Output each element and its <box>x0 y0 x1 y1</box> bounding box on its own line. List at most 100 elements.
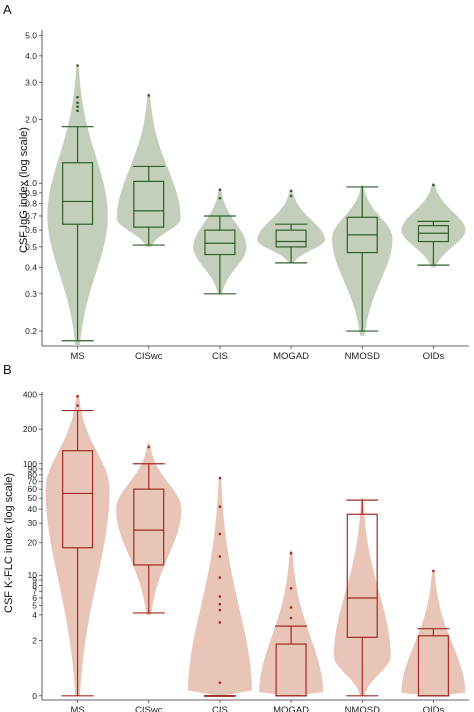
iqr-box <box>133 488 165 566</box>
iqr-box <box>133 180 165 228</box>
boxplot-oids <box>417 569 450 697</box>
outlier-point <box>76 109 79 113</box>
panel-a-x-ticks: MS CISwc CIS MOGAD NMOSD OIDs <box>70 346 444 362</box>
y-tick-label: 80 <box>28 470 38 480</box>
panel-b-violins <box>45 394 466 696</box>
y-tick-label: 5 <box>32 601 37 611</box>
outlier-point <box>218 476 222 480</box>
y-tick-label: 6 <box>32 593 37 603</box>
boxplot-cis <box>203 188 236 295</box>
y-tick-label: 4 <box>32 610 37 620</box>
violin-ms <box>45 394 110 696</box>
x-tick-label: CIS <box>212 351 228 362</box>
y-tick-label: 1.0 <box>25 178 37 188</box>
outlier-point <box>289 552 293 555</box>
x-tick-label: OIDs <box>423 351 445 362</box>
boxplot-nmosd <box>346 186 379 332</box>
boxplot-mogad <box>275 189 308 264</box>
y-tick-label: 0.6 <box>25 225 37 235</box>
y-tick-label: 50 <box>28 493 38 503</box>
boxplot-ciswc <box>132 94 165 246</box>
panel-a-y-ticks: 0.2 0.3 0.4 0.5 0.6 0.7 0.80.91.0 2.0 3.0 4.0 5.0 <box>25 30 42 336</box>
outlier-point <box>218 505 222 509</box>
violin-ciswc <box>116 443 182 615</box>
outlier-point <box>76 404 79 407</box>
outlier-point <box>76 64 79 67</box>
outlier-point <box>76 395 79 398</box>
y-tick-label: 0.2 <box>25 326 37 336</box>
x-tick-label: CIS <box>212 705 228 712</box>
y-tick-label: 8 <box>32 580 37 590</box>
violin-ms <box>47 65 108 346</box>
y-tick-label: 2.0 <box>25 115 37 125</box>
boxplot-ms <box>61 395 94 697</box>
x-tick-label: CISwc <box>135 351 163 362</box>
outlier-point <box>147 445 151 449</box>
y-tick-label: 7 <box>32 586 37 596</box>
iqr-box <box>346 513 378 638</box>
panel-a-violins <box>47 65 466 346</box>
x-tick-label: MOGAD <box>273 351 309 362</box>
panel-b-axes <box>41 392 469 701</box>
y-tick-label: 4.0 <box>25 51 37 61</box>
outlier-point <box>147 94 151 97</box>
outlier-point <box>218 576 222 579</box>
y-tick-label: 0.5 <box>25 242 37 252</box>
outlier-point <box>432 569 435 573</box>
x-tick-label: OIDs <box>423 705 445 712</box>
x-tick-label: MS <box>70 705 84 712</box>
outlier-point <box>218 681 222 684</box>
violin-cis <box>187 478 252 696</box>
outlier-point <box>218 532 222 536</box>
panel-a-axes <box>41 30 469 347</box>
outlier-point <box>218 196 222 200</box>
y-tick-label: 60 <box>28 484 38 494</box>
iqr-box <box>62 450 94 549</box>
outlier-point <box>76 101 79 105</box>
y-tick-label: 0.7 <box>25 211 37 221</box>
boxplot-ms <box>61 64 94 342</box>
outlier-point <box>218 188 222 192</box>
panel-b-x-ticks: MS CISwc CIS MOGAD NMOSD OIDs <box>70 700 444 712</box>
outlier-point <box>218 602 222 606</box>
iqr-box <box>62 162 94 225</box>
iqr-box <box>204 229 236 256</box>
x-tick-label: NMOSD <box>345 705 381 712</box>
outlier-point <box>289 189 293 193</box>
violin-nmosd <box>333 498 391 696</box>
y-tick-label: 9 <box>32 575 37 585</box>
panel-b-boxes <box>61 395 450 697</box>
y-tick-label: 5.0 <box>25 30 37 40</box>
panel-a-label: A <box>3 2 12 17</box>
violin-mogad <box>259 550 324 696</box>
boxplot-oids <box>417 183 450 266</box>
iqr-box <box>275 229 307 248</box>
outlier-point <box>289 194 293 198</box>
y-tick-label: 200 <box>23 424 37 434</box>
y-tick-label: 40 <box>28 504 38 514</box>
y-tick-label: 0.4 <box>25 262 37 272</box>
y-tick-label: 20 <box>28 538 38 548</box>
y-tick-label: 100 <box>23 459 37 469</box>
outlier-point <box>218 555 222 558</box>
outlier-point <box>289 586 293 590</box>
outlier-point <box>218 608 222 612</box>
boxplot-ciswc <box>132 445 165 614</box>
y-tick-label: 70 <box>28 476 38 486</box>
boxplot-nmosd <box>346 499 379 697</box>
y-tick-label: 2 <box>32 636 37 646</box>
panel-a-y-axis-label: CSF IgG index (log scale) <box>18 127 30 253</box>
boxplot-mogad <box>275 552 308 697</box>
y-tick-label: 0.3 <box>25 289 37 299</box>
outlier-point <box>432 183 435 187</box>
y-tick-label: 90 <box>28 464 38 474</box>
x-tick-label: MS <box>70 351 84 362</box>
outlier-point <box>218 595 222 598</box>
outlier-point <box>76 105 79 108</box>
outlier-point <box>218 621 222 624</box>
x-tick-label: CISwc <box>135 705 163 712</box>
y-tick-label: 3.0 <box>25 77 37 87</box>
